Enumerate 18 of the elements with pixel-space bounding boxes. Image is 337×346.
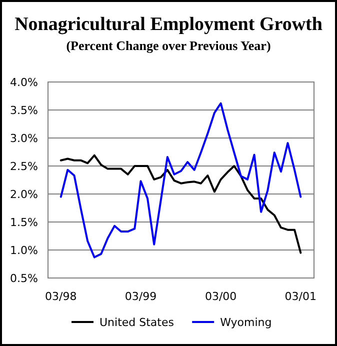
y-tick-label: 2.5% <box>10 160 38 173</box>
x-tick-label: 03/99 <box>124 290 157 303</box>
chart-title: Nonagricultural Employment Growth <box>14 14 323 35</box>
y-tick-label: 3.5% <box>10 104 38 117</box>
y-tick-label: 1.0% <box>10 244 38 257</box>
y-tick-label: 0.5% <box>10 272 38 285</box>
chart-subtitle: (Percent Change over Previous Year) <box>66 38 271 53</box>
x-tick-label: 03/98 <box>45 290 77 303</box>
line-series <box>60 154 302 254</box>
legend-label: United States <box>100 316 174 329</box>
y-tick-label: 2.0% <box>10 188 38 201</box>
legend-label: Wyoming <box>220 316 272 329</box>
line-series <box>60 102 302 258</box>
x-tick-label: 03/00 <box>204 290 237 303</box>
y-tick-label: 1.5% <box>10 216 38 229</box>
x-tick-label: 03/01 <box>284 290 317 303</box>
y-tick-label: 4.0% <box>10 76 38 89</box>
y-tick-label: 3.0% <box>10 132 38 145</box>
